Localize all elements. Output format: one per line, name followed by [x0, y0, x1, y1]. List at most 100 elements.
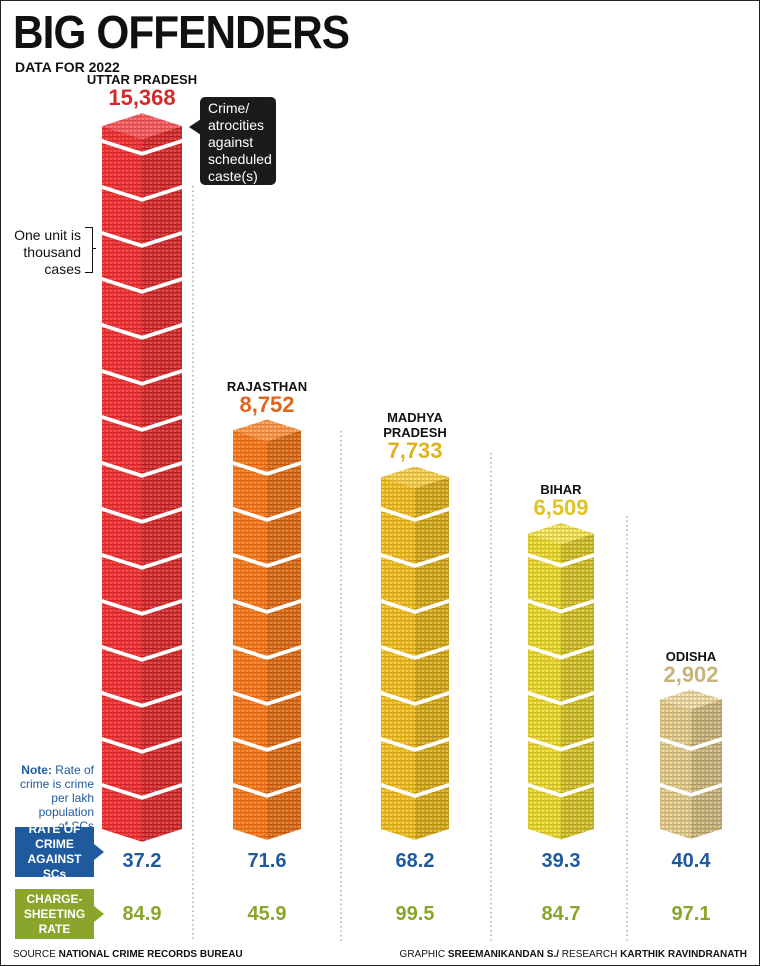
- cube-left-face: [102, 419, 142, 474]
- cube-left-face: [102, 281, 142, 336]
- cube-right-shade: [415, 557, 449, 610]
- bar-madhya-pradesh: [381, 466, 449, 840]
- cube-right-shade: [415, 695, 449, 748]
- unit-note-line: One unit is: [14, 227, 81, 243]
- state-value: 8,752: [239, 391, 295, 417]
- cube-left-face: [233, 430, 267, 472]
- callout-pointer: [189, 119, 201, 135]
- cube-right-shade: [142, 511, 182, 566]
- source-name: NATIONAL CRIME RECORDS BUREAU: [58, 949, 243, 960]
- source-prefix: SOURCE: [13, 949, 56, 960]
- cube-right-face: [267, 430, 301, 472]
- cube-right-shade: [142, 281, 182, 336]
- cube-left-face: [233, 741, 267, 794]
- bar-bihar: [528, 523, 594, 840]
- cube-right-shade: [142, 126, 182, 152]
- rate-of-crime-value: 40.4: [671, 850, 711, 872]
- state-label: MADHYA PRADESH: [355, 410, 475, 440]
- charge-label-line: SHEETING: [23, 906, 86, 921]
- cube-left-face: [528, 695, 561, 748]
- cube-left-shade: [102, 235, 142, 290]
- cube-right-shade: [142, 557, 182, 612]
- charge-sheeting-value: 84.9: [122, 903, 162, 925]
- cube-left-face: [528, 557, 561, 610]
- cube-left-shade: [528, 557, 561, 610]
- cube-right-shade: [142, 373, 182, 428]
- cube-right-shade: [267, 695, 301, 748]
- cube-right-shade: [561, 557, 594, 610]
- graphic-prefix: GRAPHIC: [399, 949, 446, 960]
- cube-left-face: [102, 511, 142, 566]
- cube-left-face: [528, 787, 561, 840]
- cube-left-shade: [233, 465, 267, 518]
- state-label-line: RAJASTHAN: [226, 378, 308, 394]
- source-credit: SOURCE NATIONAL CRIME RECORDS BUREAU: [13, 949, 243, 960]
- cube-left-face: [233, 787, 267, 840]
- cube-right-shade: [267, 649, 301, 702]
- cube-left-shade: [528, 533, 561, 564]
- cube-right-face: [142, 603, 182, 658]
- rate-label-line: CRIME: [35, 837, 74, 851]
- cube-right-shade: [415, 787, 449, 840]
- state-label-line: ODISHA: [665, 648, 717, 664]
- cube-left-face: [102, 695, 142, 750]
- cube-right-shade: [142, 787, 182, 842]
- cube-left-face: [102, 327, 142, 382]
- cube-right-face: [691, 787, 722, 839]
- charge-sheeting-value: 99.5: [395, 903, 435, 925]
- cube-right-face: [142, 281, 182, 336]
- cube-left-shade: [528, 649, 561, 702]
- cube-right-face: [142, 189, 182, 244]
- charge-sheeting-value: 45.9: [247, 903, 287, 925]
- legend-callout: Crime/ atrocities against scheduled cast…: [200, 97, 276, 185]
- cube-right-face: [267, 649, 301, 702]
- cube-left-shade: [102, 465, 142, 520]
- rate-of-crime-value: 39.3: [541, 850, 581, 872]
- cube-right-shade: [267, 511, 301, 564]
- cube-right-face: [415, 695, 449, 748]
- cube-left-shade: [233, 695, 267, 748]
- cube-left-shade: [233, 557, 267, 610]
- cube-right-face: [561, 557, 594, 610]
- cube-left-shade: [660, 787, 691, 839]
- cube-left-face: [381, 695, 415, 748]
- cube-left-face: [528, 533, 561, 564]
- callout-line: atrocities: [208, 117, 265, 133]
- cube-left-shade: [233, 430, 267, 472]
- callout-line: Crime/: [208, 100, 250, 116]
- graphic-credit: GRAPHIC SREEMANIKANDAN S./ RESEARCH KART…: [400, 949, 747, 960]
- cube-left-face: [381, 787, 415, 840]
- state-label-line: PRADESH: [383, 425, 447, 441]
- cube-left-shade: [381, 557, 415, 610]
- bar-uttar-pradesh: [102, 113, 182, 842]
- cube-left-face: [102, 465, 142, 520]
- cube-right-shade: [267, 603, 301, 656]
- cube-left-shade: [381, 695, 415, 748]
- research-prefix: RESEARCH: [561, 949, 618, 960]
- cube-left-shade: [528, 603, 561, 656]
- cube-right-shade: [561, 787, 594, 840]
- unit-bracket-tick: [92, 248, 96, 249]
- cube-top-highlight: [660, 689, 722, 710]
- cube-left-shade: [102, 741, 142, 796]
- cube-right-face: [142, 373, 182, 428]
- cube-left-face: [381, 477, 415, 518]
- rate-label-line: RATE OF: [28, 822, 81, 836]
- cube-right-shade: [142, 143, 182, 198]
- cube-left-face: [102, 603, 142, 658]
- note-line: crime is crime: [20, 777, 94, 791]
- rate-of-crime-value: 71.6: [247, 850, 287, 872]
- charge-label-arrow: [94, 906, 104, 922]
- cube-left-face: [381, 649, 415, 702]
- cube-right-face: [415, 477, 449, 518]
- cube-left-shade: [102, 649, 142, 704]
- cube-left-face: [102, 787, 142, 842]
- cube-right-face: [142, 327, 182, 382]
- cube-left-face: [660, 741, 691, 793]
- cube-right-shade: [142, 741, 182, 796]
- charge-label-line: RATE: [38, 921, 71, 936]
- state-label: RAJASTHAN: [207, 379, 327, 394]
- cube-right-face: [142, 695, 182, 750]
